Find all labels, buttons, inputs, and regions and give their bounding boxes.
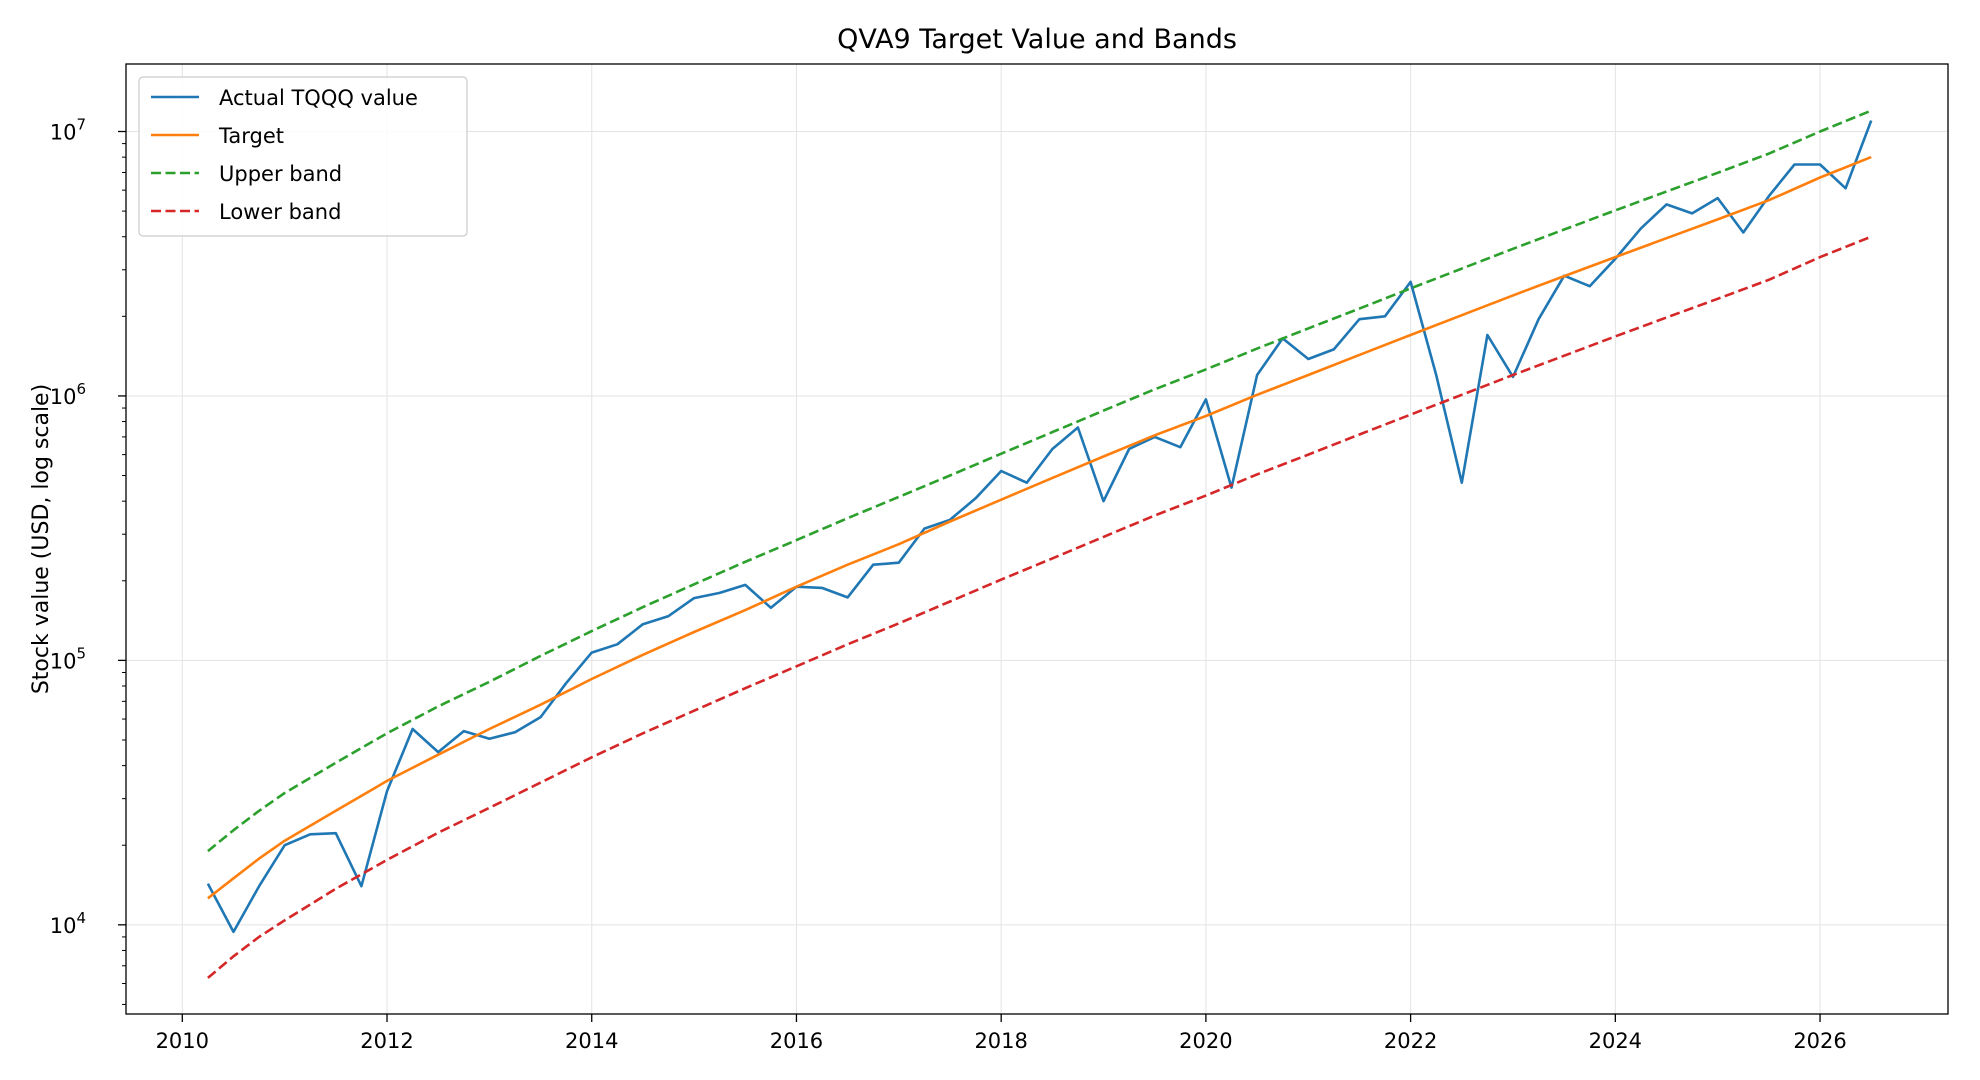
y-tick-label-base: 10 [50,649,77,673]
x-tick-label: 2014 [565,1029,618,1053]
legend-label-3: Upper band [219,162,342,186]
x-tick-label: 2020 [1179,1029,1232,1053]
series-line-3 [207,109,1872,853]
legend-label-1: Actual TQQQ value [219,86,418,110]
series-line-2 [207,155,1872,900]
x-tick-label: 2018 [974,1029,1027,1053]
legend-label-4: Lower band [219,200,341,224]
grid [126,64,1948,1014]
x-tick-label: 2010 [156,1029,209,1053]
series-line-1 [206,120,1873,934]
y-tick-label: 106 [50,380,86,409]
chart-title: QVA9 Target Value and Bands [837,24,1237,55]
y-tick-label-exponent: 5 [76,644,86,662]
y-tick-label-base: 10 [50,385,77,409]
x-tick-label: 2022 [1384,1029,1437,1053]
legend-label-2: Target [218,124,284,148]
y-tick-label-exponent: 7 [76,116,86,134]
y-tick-label-exponent: 4 [76,909,86,927]
y-tick-label: 104 [50,909,86,938]
plot-frame [125,63,1949,1015]
plot-lines [206,109,1873,979]
x-tick-label: 2026 [1793,1029,1846,1053]
y-tick-label: 105 [50,644,86,673]
x-axis: 2010 2012 2014 2016 2018 2020 2022 2024 2026 [156,1014,1847,1053]
series-line-4 [207,235,1872,979]
legend-box [138,76,468,237]
x-tick-label: 2024 [1589,1029,1642,1053]
x-tick-label: 2016 [770,1029,823,1053]
y-tick-label: 107 [50,116,86,145]
y-tick-label-base: 10 [50,914,77,938]
legend: Actual TQQQ value Target Upper band Lower b… [138,76,468,237]
y-axis-label: Stock value (USD, log scale) [29,384,54,694]
x-tick-label: 2012 [360,1029,413,1053]
y-tick-label-exponent: 6 [76,380,86,398]
y-tick-label-base: 10 [50,121,77,145]
